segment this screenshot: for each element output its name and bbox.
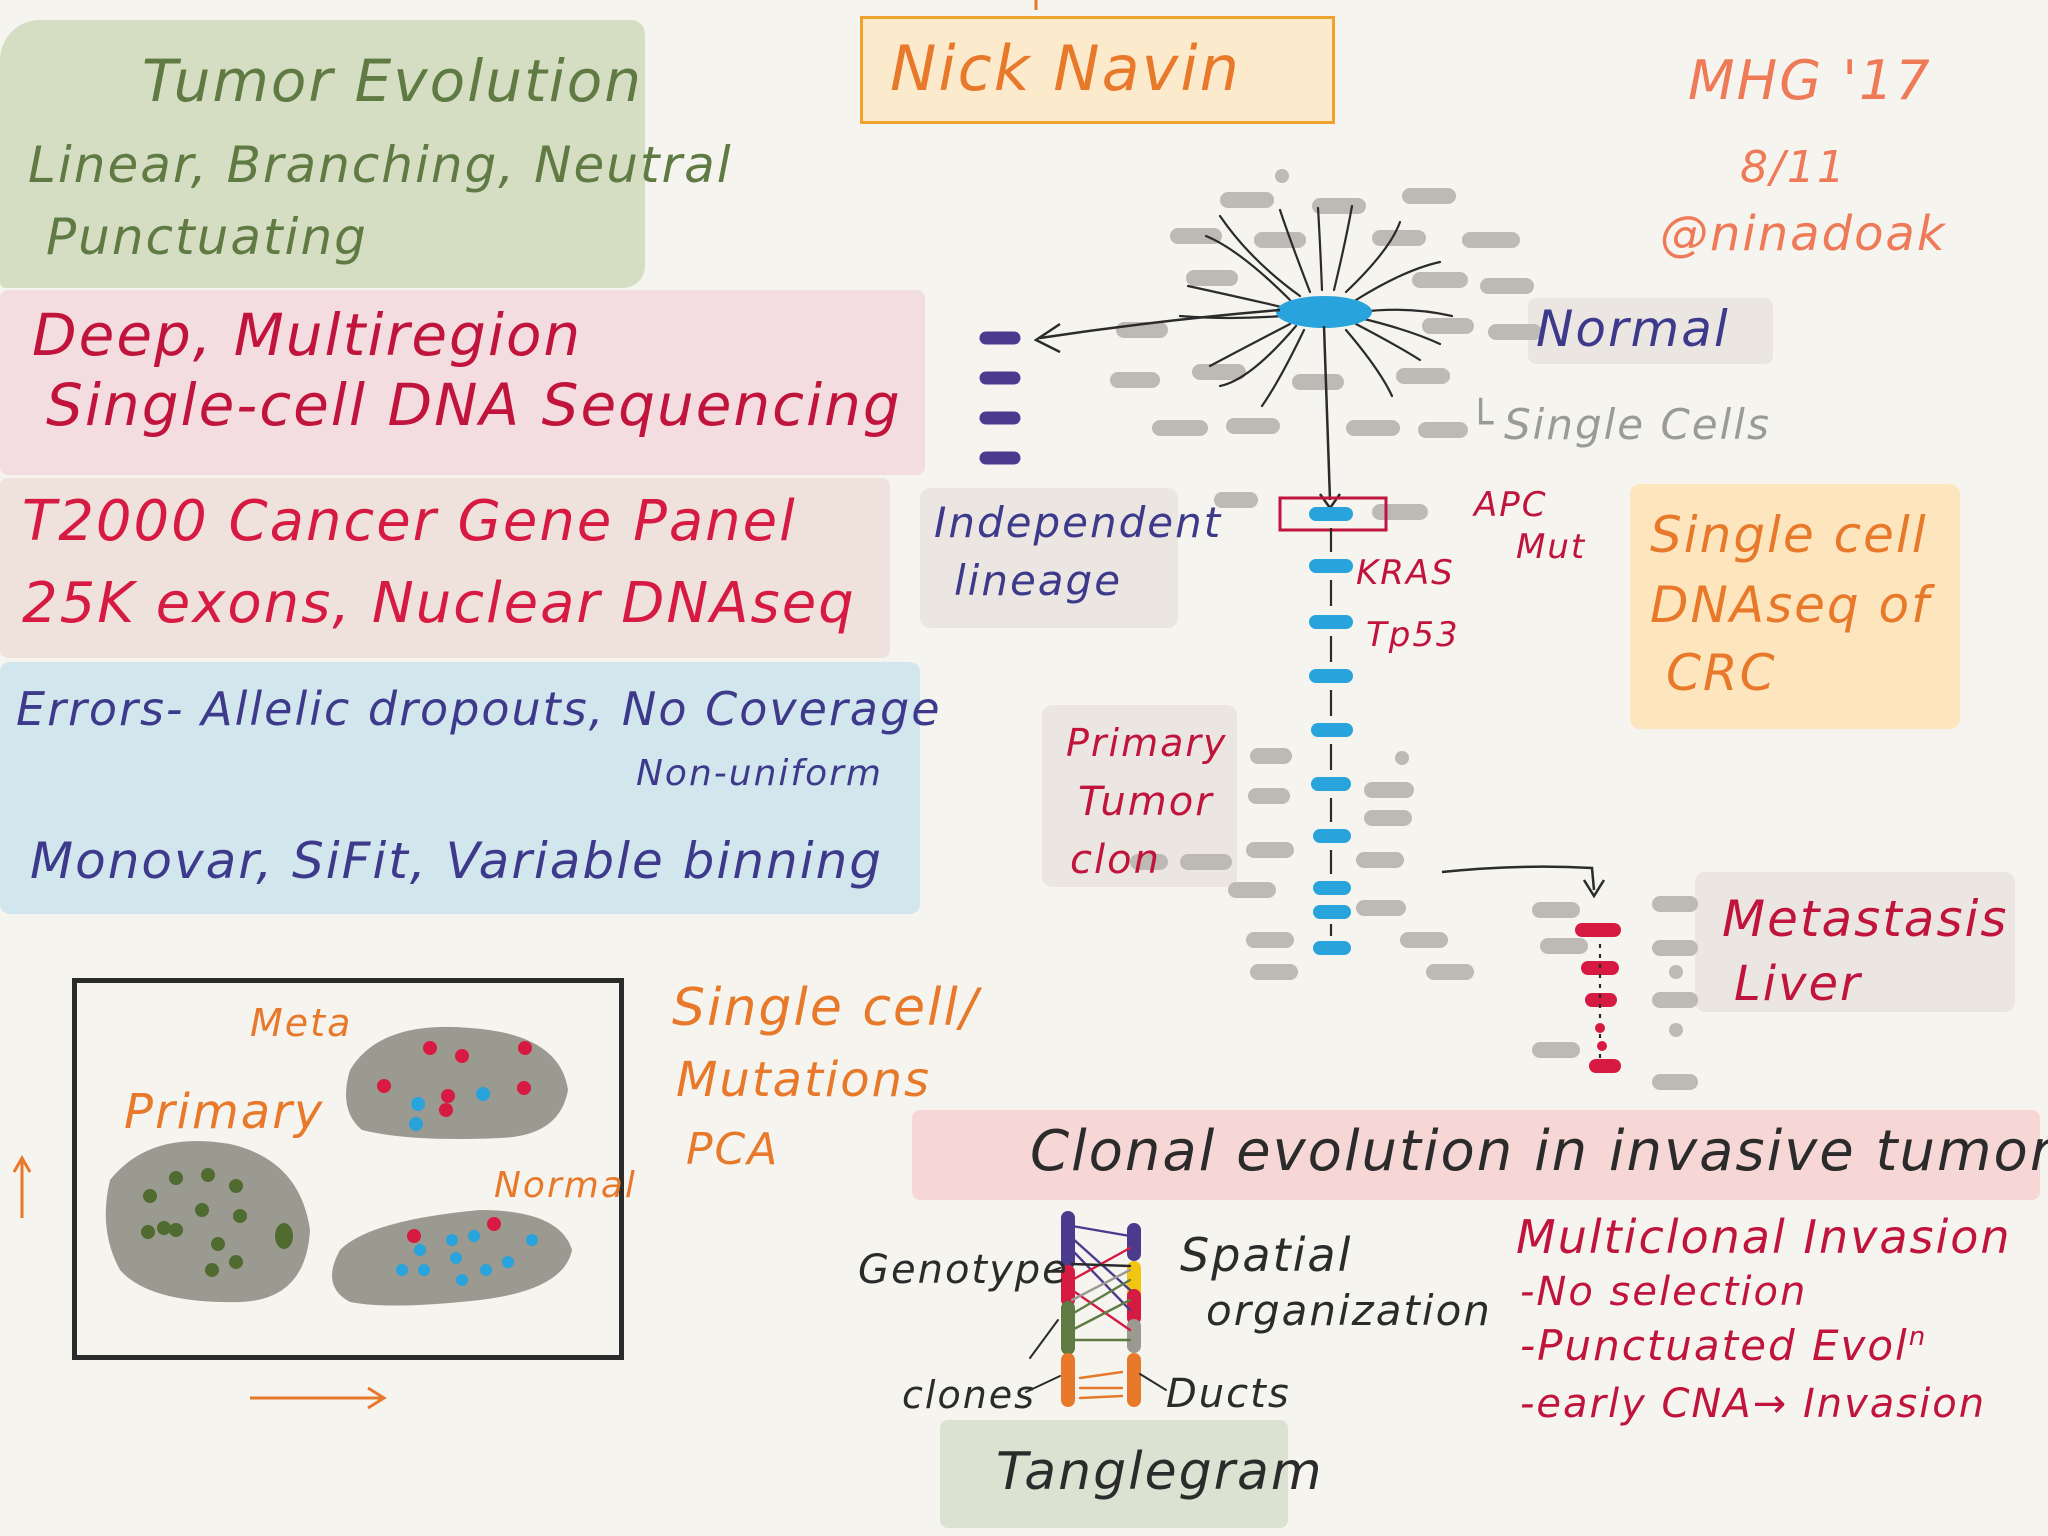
- deep-sequencing-box: [0, 290, 925, 475]
- independent-lineage-line1: Independent: [934, 498, 1223, 547]
- independent-lineage-stack: [979, 331, 1021, 465]
- clones-label: clones: [902, 1373, 1036, 1417]
- tanglegram-drawing: [1025, 1211, 1167, 1407]
- multiclonal-item-1: -No selection: [1520, 1269, 1808, 1315]
- tools-line: Monovar, SiFit, Variable binning: [30, 832, 884, 890]
- independent-lineage-line2: lineage: [954, 556, 1123, 605]
- pca-side-line1: Single cell/: [672, 978, 980, 1038]
- normal-cell-rays: [1178, 204, 1454, 408]
- errors-box: [0, 662, 920, 914]
- apc-line1: APC: [1474, 485, 1548, 525]
- scdna-line3: CRC: [1666, 644, 1777, 702]
- tp53-label: Tp53: [1366, 615, 1460, 655]
- pca-normal-label: Normal: [494, 1165, 637, 1206]
- primary-cells: [141, 1168, 293, 1277]
- normal-label: Normal: [1536, 300, 1730, 358]
- metastasis-box: [1695, 872, 2015, 1012]
- spatial-line2: organization: [1206, 1286, 1492, 1335]
- primary-tumor-line3: clon: [1070, 837, 1161, 883]
- gene-panel-line2: 25K exons, Nuclear DNAseq: [22, 571, 856, 636]
- speaker-name: Nick Navin: [890, 32, 1241, 105]
- background-dots: [1225, 169, 1685, 1037]
- primary-tumor-line2: Tumor: [1078, 779, 1214, 825]
- metastasis-line1: Metastasis: [1722, 890, 2009, 948]
- pca-meta-label: Meta: [250, 1001, 353, 1045]
- clonal-evolution-title: Clonal evolution in invasive tumors: [1030, 1119, 2048, 1184]
- primary-cluster: [105, 1140, 310, 1303]
- meta-cells: [377, 1041, 532, 1131]
- pca-axis-arrows: [12, 1154, 387, 1410]
- independent-lineage-box: [920, 488, 1178, 628]
- multiclonal-item-2-text: -Punctuated Evol: [1520, 1321, 1909, 1370]
- multiclonal-item-2: -Punctuated Evoln: [1520, 1324, 1927, 1367]
- single-cells-text: Single Cells: [1504, 400, 1771, 449]
- scdna-line1: Single cell: [1650, 506, 1928, 564]
- multiclonal-item-3: -early CNA→ Invasion: [1520, 1381, 1987, 1427]
- tumor-evolution-title: Tumor Evolution: [142, 47, 644, 115]
- pca-plot-frame: [72, 978, 624, 1360]
- gene-panel-line1: T2000 Cancer Gene Panel: [22, 489, 797, 554]
- primary-lineage-stack: [1309, 507, 1353, 955]
- multiclonal-title: Multiclonal Invasion: [1516, 1210, 2012, 1264]
- clonal-evolution-box: [912, 1110, 2040, 1200]
- deep-sequencing-line1: Deep, Multiregion: [32, 301, 583, 369]
- normal-cell: [1276, 296, 1372, 328]
- errors-line2: Non-uniform: [636, 753, 883, 794]
- background-cells: [1110, 188, 1698, 1090]
- multiclonal-item-2-sup: n: [1908, 1322, 1928, 1352]
- scdna-crc-box: [1630, 484, 1960, 729]
- twitter-handle: @ninadoak: [1660, 206, 1947, 262]
- apc-line2: Mut: [1516, 527, 1587, 567]
- tanglegram-box: [940, 1420, 1288, 1528]
- deep-sequencing-line2: Single-cell DNA Sequencing: [46, 371, 902, 439]
- primary-tumor-line1: Primary: [1066, 721, 1228, 765]
- tumor-evolution-box: [0, 20, 645, 288]
- speaker-box: [860, 16, 1335, 124]
- pca-primary-label: Primary: [124, 1084, 325, 1140]
- single-cells-label: └: [1468, 398, 1496, 447]
- normal-label-box: [1528, 298, 1773, 364]
- spatial-line1: Spatial: [1180, 1228, 1353, 1282]
- tumor-evolution-punctuating: Punctuating: [46, 208, 368, 266]
- kras-label: KRAS: [1356, 553, 1455, 593]
- normal-cells: [396, 1217, 538, 1286]
- date-label: 8/11: [1740, 142, 1847, 193]
- conference-label: MHG '17: [1688, 49, 1932, 112]
- pca-side-line2: Mutations: [676, 1052, 932, 1108]
- ducts-label: Ducts: [1166, 1371, 1291, 1417]
- tanglegram-label: Tanglegram: [996, 1442, 1324, 1502]
- gene-panel-box: [0, 478, 890, 658]
- pca-side-line3: PCA: [686, 1124, 780, 1175]
- errors-line1: Errors- Allelic dropouts, No Coverage: [16, 682, 942, 736]
- tumor-evolution-models: Linear, Branching, Neutral: [28, 136, 733, 194]
- meta-cluster: [346, 1026, 568, 1139]
- metastasis-line2: Liver: [1734, 956, 1862, 1012]
- scdna-line2: DNAseq of: [1650, 576, 1931, 634]
- genotype-label: Genotype: [858, 1247, 1069, 1293]
